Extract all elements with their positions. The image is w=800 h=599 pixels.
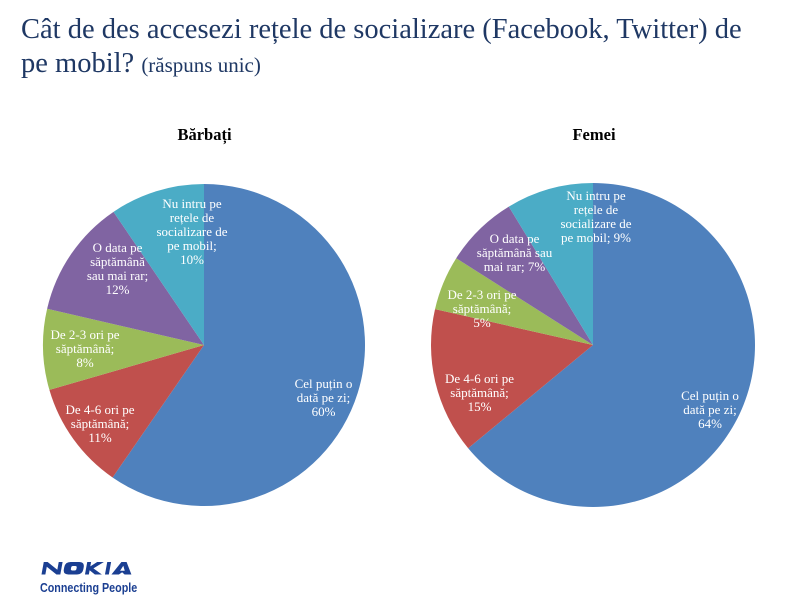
svg-text:Connecting People: Connecting People xyxy=(40,581,138,595)
